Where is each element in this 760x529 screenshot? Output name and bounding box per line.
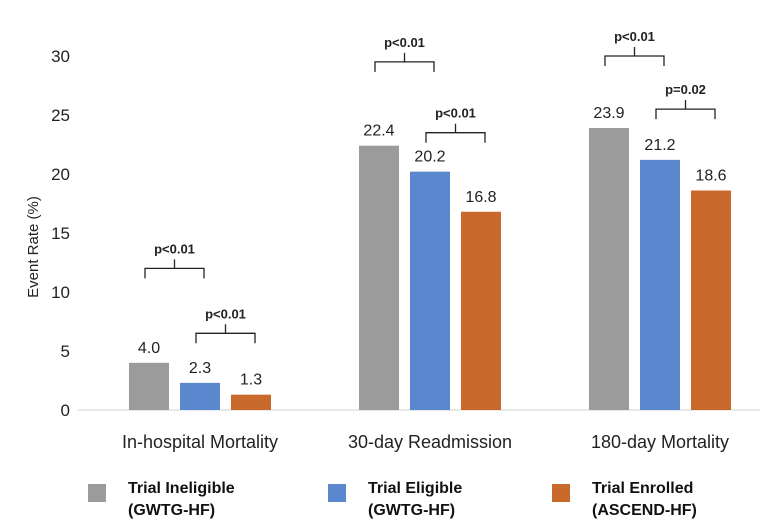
- data-label: 2.3: [189, 360, 211, 377]
- category-labels: In-hospital Mortality 30-day Readmission 1…: [122, 432, 729, 452]
- p-value-label: p<0.01: [154, 241, 195, 256]
- significance-bracket: [604, 47, 665, 66]
- data-label: 20.2: [414, 149, 445, 166]
- legend-label-eligible: Trial Eligible (GWTG-HF): [368, 478, 462, 522]
- category-label: In-hospital Mortality: [122, 432, 278, 452]
- bar: [180, 382, 220, 410]
- y-tick-label: 0: [61, 401, 70, 420]
- y-tick-label: 5: [61, 342, 70, 361]
- legend-item-eligible: Trial Eligible (GWTG-HF): [328, 478, 462, 522]
- legend: Trial Ineligible (GWTG-HF) Trial Eligibl…: [0, 478, 760, 528]
- category-label: 180-day Mortality: [591, 432, 729, 452]
- bar: [231, 394, 271, 410]
- bars: [129, 127, 731, 410]
- bar: [589, 127, 629, 410]
- data-labels: 4.0 22.4 23.9 2.3 20.2 21.2 1.3 16.8 18.6: [138, 105, 727, 389]
- category-label: 30-day Readmission: [348, 432, 512, 452]
- legend-swatch-enrolled: [552, 484, 570, 502]
- significance-bracket: [195, 324, 256, 344]
- legend-ineligible-line2: (GWTG-HF): [128, 502, 216, 519]
- y-tick-label: 10: [51, 283, 70, 302]
- legend-swatch-ineligible: [88, 484, 106, 502]
- p-value-label: p<0.01: [435, 106, 476, 121]
- bar: [640, 159, 680, 410]
- y-axis-label: Event Rate (%): [25, 196, 42, 298]
- data-label: 4.0: [138, 340, 160, 357]
- y-tick-label: 25: [51, 106, 70, 125]
- data-label: 18.6: [695, 168, 726, 185]
- y-tick-label: 20: [51, 165, 70, 184]
- bar: [691, 190, 731, 410]
- significance-bracket: [655, 100, 716, 120]
- bar-chart: Event Rate (%) 0 5 10 15 20 25 30 4.0 22.4 23.9 2…: [25, 29, 760, 452]
- legend-enrolled-line2: (ASCEND-HF): [592, 502, 697, 519]
- data-label: 22.4: [363, 123, 394, 140]
- legend-enrolled-line1: Trial Enrolled: [592, 480, 694, 497]
- data-label: 23.9: [593, 105, 624, 122]
- legend-label-ineligible: Trial Ineligible (GWTG-HF): [128, 478, 235, 522]
- bar: [461, 211, 501, 410]
- p-value-label: p<0.01: [384, 35, 425, 50]
- p-value-label: p=0.02: [665, 82, 706, 97]
- bar: [129, 362, 169, 410]
- p-value-label: p<0.01: [614, 29, 655, 44]
- y-tick-label: 30: [51, 47, 70, 66]
- legend-eligible-line1: Trial Eligible: [368, 480, 463, 497]
- legend-item-ineligible: Trial Ineligible (GWTG-HF): [88, 478, 235, 522]
- significance-bracket: [374, 52, 435, 72]
- legend-ineligible-line1: Trial Ineligible: [128, 480, 235, 497]
- significance-bracket: [144, 259, 205, 279]
- legend-swatch-eligible: [328, 484, 346, 502]
- y-tick-label: 15: [51, 224, 70, 243]
- significance-brackets: p<0.01 p<0.01 p<0.01 p<0.01 p<0.01 p=0.02: [144, 29, 716, 344]
- bar: [359, 145, 399, 410]
- data-label: 16.8: [465, 189, 496, 206]
- bar: [410, 171, 450, 410]
- y-axis-ticks: 0 5 10 15 20 25 30: [51, 47, 70, 420]
- data-label: 21.2: [644, 137, 675, 154]
- significance-bracket: [425, 123, 486, 143]
- legend-eligible-line2: (GWTG-HF): [368, 502, 456, 519]
- data-label: 1.3: [240, 372, 262, 389]
- legend-item-enrolled: Trial Enrolled (ASCEND-HF): [552, 478, 697, 522]
- p-value-label: p<0.01: [205, 306, 246, 321]
- legend-label-enrolled: Trial Enrolled (ASCEND-HF): [592, 478, 697, 522]
